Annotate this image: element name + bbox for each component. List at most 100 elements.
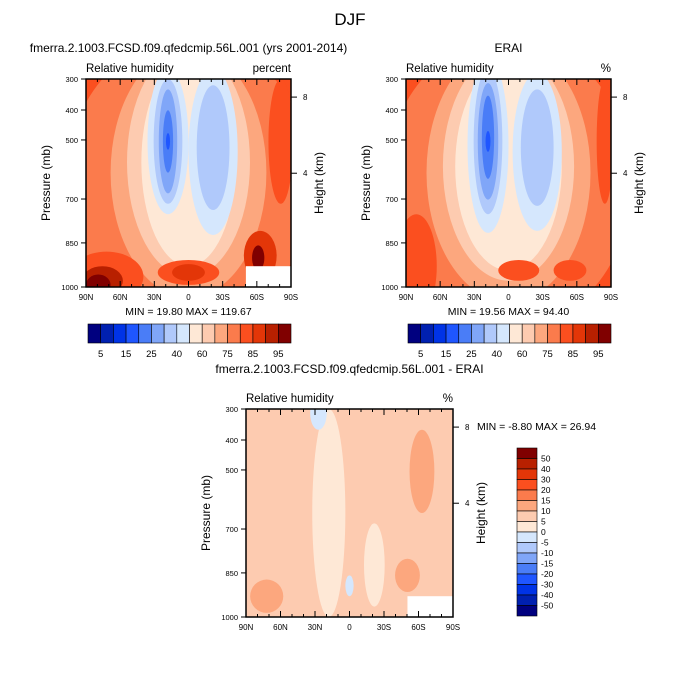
colorbar-box <box>163 323 178 344</box>
colorbar-box <box>516 479 538 491</box>
colorbar-box <box>278 323 292 344</box>
y-tick-label: 500 <box>385 136 398 145</box>
y-axis-label: Pressure (mb) <box>359 145 373 221</box>
colorbar-label: 40 <box>172 349 183 360</box>
x-tick-label: 90N <box>239 623 254 632</box>
min-max-stats: MIN = 19.80 MAX = 119.67 <box>125 306 252 318</box>
variable-label: Relative humidity <box>86 63 174 75</box>
colorbar-box <box>201 323 216 344</box>
y-tick-label: 400 <box>225 436 238 445</box>
y-tick-label: 700 <box>225 525 238 534</box>
x-tick-label: 60N <box>113 293 128 302</box>
colorbar-box <box>547 323 561 344</box>
x-tick-label: 90S <box>284 293 298 302</box>
x-tick-label: 0 <box>186 293 191 302</box>
colorbar-label: 60 <box>197 349 208 360</box>
colorbar-box <box>516 500 538 512</box>
y-axis-label: Pressure (mb) <box>39 145 53 221</box>
contour-region <box>268 79 291 204</box>
colorbar-box <box>239 323 254 344</box>
x-tick-label: 60S <box>250 293 264 302</box>
y-right-axis-label: Height (km) <box>312 152 326 214</box>
y-right-tick-label: 4 <box>623 169 628 178</box>
colorbar-label: 0 <box>541 527 546 537</box>
y-tick-label: 300 <box>225 405 238 414</box>
contour-field <box>406 79 611 287</box>
colorbar-box <box>265 323 279 344</box>
colorbar-box <box>496 323 510 344</box>
colorbar-label: 40 <box>492 349 503 360</box>
colorbar-label: 95 <box>273 349 284 360</box>
colorbar-box <box>458 323 472 344</box>
contour-region <box>312 409 346 617</box>
colorbar-label: 85 <box>568 349 579 360</box>
x-tick-label: 60S <box>411 623 425 632</box>
variable-label: Relative humidity <box>246 393 334 405</box>
x-tick-label: 90N <box>79 293 94 302</box>
y-right-tick-label: 4 <box>465 499 470 508</box>
colorbar-box <box>516 584 538 596</box>
plot-panel-1: fmerra.2.1003.FCSD.f09.qfedcmip.56L.001 … <box>30 41 348 360</box>
x-tick-label: 60S <box>570 293 584 302</box>
y-tick-label: 400 <box>65 106 78 115</box>
y-right-tick-label: 4 <box>303 169 308 178</box>
colorbar-box <box>516 468 538 480</box>
colorbar-box <box>559 323 574 344</box>
contour-region <box>310 409 327 430</box>
colorbar-label: 25 <box>146 349 157 360</box>
colorbar-box <box>189 323 203 344</box>
colorbar-label: 85 <box>248 349 259 360</box>
colorbar-label: 10 <box>541 506 551 516</box>
colorbar-box <box>509 323 523 344</box>
contour-region <box>406 214 437 287</box>
plot-subtitle: ERAI <box>494 41 522 55</box>
y-tick-label: 500 <box>65 136 78 145</box>
contour-region <box>363 523 385 607</box>
colorbar-label: 25 <box>466 349 477 360</box>
units-label: % <box>601 63 611 75</box>
x-tick-label: 90S <box>446 623 460 632</box>
missing-data-region <box>407 596 453 617</box>
x-tick-label: 60N <box>433 293 448 302</box>
colorbar-box <box>125 323 140 344</box>
colorbar-box <box>516 521 538 533</box>
x-tick-label: 30S <box>377 623 391 632</box>
units-label: percent <box>253 63 292 75</box>
y-tick-label: 850 <box>385 239 398 248</box>
colorbar-box <box>445 323 460 344</box>
colorbar-box <box>516 447 538 459</box>
y-tick-label: 850 <box>65 239 78 248</box>
plot-panel-3: fmerra.2.1003.FCSD.f09.qfedcmip.56L.001 … <box>199 362 596 632</box>
min-max-stats: MIN = 19.56 MAX = 94.40 <box>448 306 570 318</box>
contour-region <box>409 429 435 513</box>
colorbar-box <box>420 323 434 344</box>
colorbar-box <box>227 323 241 344</box>
colorbar-box <box>516 510 538 522</box>
contour-region <box>520 89 554 206</box>
y-tick-label: 700 <box>385 195 398 204</box>
x-tick-label: 30N <box>467 293 482 302</box>
colorbar-label: 75 <box>222 349 233 360</box>
colorbar-box <box>113 323 127 344</box>
colorbar-label: -20 <box>541 569 554 579</box>
contour-region <box>165 133 171 150</box>
missing-data-region <box>245 266 291 287</box>
y-tick-label: 500 <box>225 466 238 475</box>
colorbar-box <box>87 323 101 344</box>
colorbar-label: 60 <box>517 349 528 360</box>
contour-region <box>498 259 540 281</box>
colorbar-label: 30 <box>541 475 551 485</box>
colorbar-box <box>572 323 586 344</box>
y-tick-label: 700 <box>65 195 78 204</box>
x-tick-label: 90S <box>604 293 618 302</box>
colorbar-label: 95 <box>593 349 604 360</box>
colorbar-box <box>516 458 538 470</box>
colorbar-box <box>151 323 165 344</box>
colorbar-box <box>516 573 538 585</box>
colorbar-label: 20 <box>541 485 551 495</box>
contour-region <box>345 575 354 597</box>
colorbar-box <box>516 552 538 564</box>
y-right-axis-label: Height (km) <box>474 482 488 544</box>
